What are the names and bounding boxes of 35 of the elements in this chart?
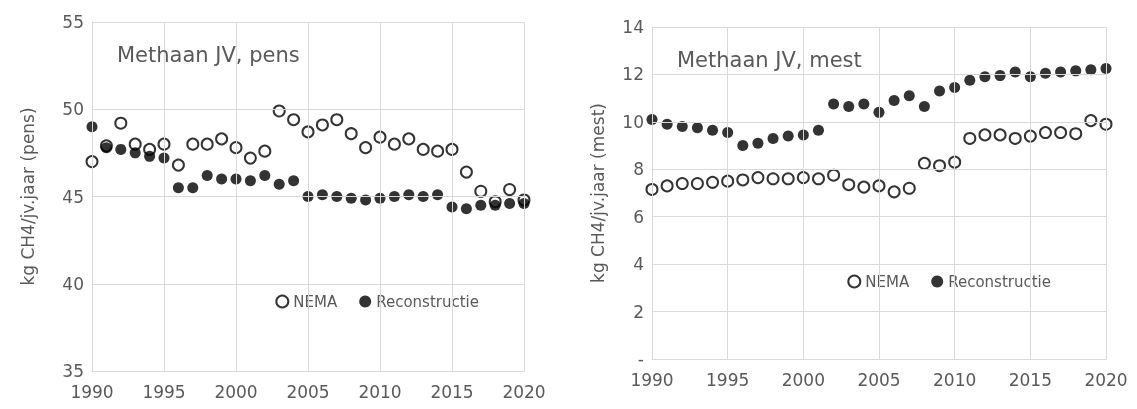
y-tick-label: 2 <box>633 301 644 322</box>
x-tick-label: 2020 <box>1084 369 1128 390</box>
x-tick-label: 2000 <box>214 381 258 402</box>
legend-label: NEMA <box>865 272 910 291</box>
x-tick-label: 1995 <box>706 369 750 390</box>
x-tick-label: 1995 <box>142 381 186 402</box>
y-tick-label: 10 <box>622 111 644 132</box>
x-tick-label: 2005 <box>286 381 330 402</box>
x-tick-label: 2020 <box>502 381 546 402</box>
y-tick-label: 50 <box>62 99 84 120</box>
x-tick-label: 2015 <box>430 381 474 402</box>
y-tick-label: 8 <box>633 159 644 180</box>
text: Methaan JV, pens <box>117 42 300 67</box>
y-axis-title: kg CH4/jv.jaar (mest) <box>587 103 608 283</box>
y-tick-label: 55 <box>62 12 84 32</box>
x-tick-label: 2015 <box>1008 369 1052 390</box>
legend-label: Reconstructie <box>376 292 480 311</box>
x-tick-label: 2005 <box>857 369 901 390</box>
x-tick-label: 1990 <box>630 369 674 390</box>
y-tick-label: 40 <box>62 273 84 294</box>
y-tick-label: 6 <box>633 206 644 227</box>
y-tick-label: 35 <box>62 361 84 381</box>
legend-label: Reconstructie <box>948 272 1052 291</box>
y-tick-label: 14 <box>622 17 644 37</box>
y-tick-label: - <box>637 349 644 369</box>
legend-label: NEMA <box>293 292 338 311</box>
x-tick-label: 2010 <box>358 381 402 402</box>
y-tick-label: 12 <box>622 64 644 85</box>
text: Methaan JV, mest <box>677 47 862 72</box>
x-tick-label: 2000 <box>781 369 825 390</box>
x-tick-label: 1990 <box>70 381 114 402</box>
y-tick-label: 45 <box>62 186 84 207</box>
y-tick-label: 4 <box>633 254 644 275</box>
x-tick-label: 2010 <box>933 369 977 390</box>
y-axis-title: kg CH4/jv.jaar (pens) <box>17 107 38 286</box>
